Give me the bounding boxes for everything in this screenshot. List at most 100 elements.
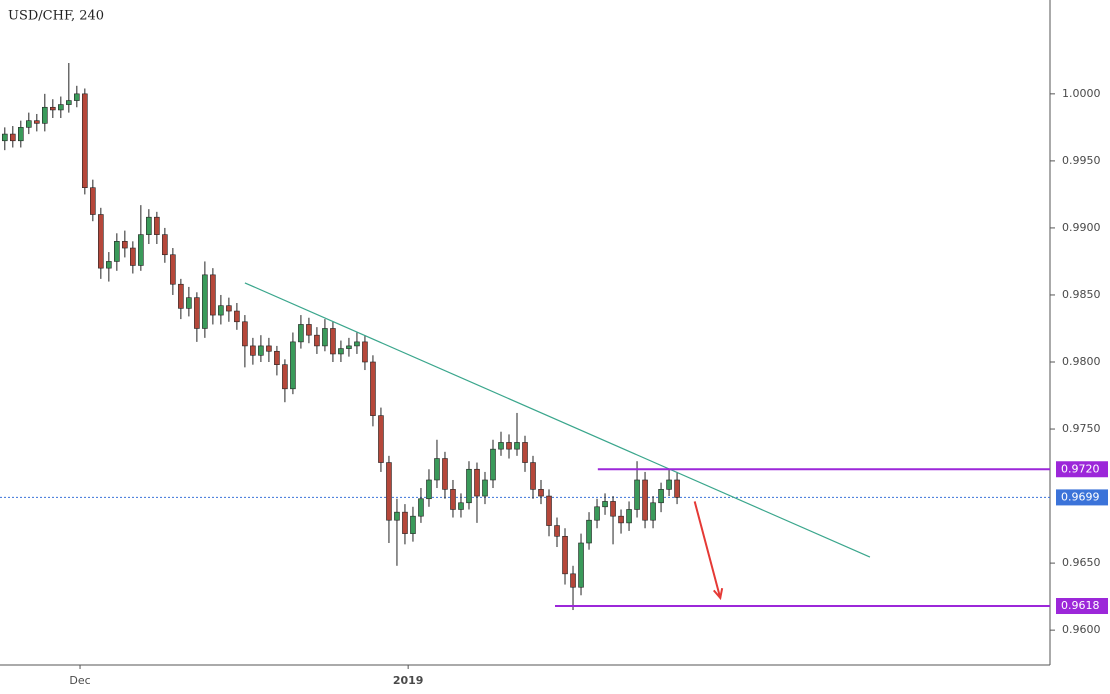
candle-body bbox=[658, 489, 664, 504]
candle-body bbox=[250, 345, 256, 356]
trendline bbox=[244, 282, 871, 558]
candle-body bbox=[386, 462, 392, 521]
candle-body bbox=[554, 525, 560, 537]
candle-body bbox=[674, 479, 680, 498]
candle-body bbox=[602, 501, 608, 508]
candle-body bbox=[130, 247, 136, 266]
y-tick-label: 0.9600 bbox=[1062, 623, 1101, 636]
candle-body bbox=[418, 498, 424, 517]
candle-body bbox=[74, 93, 80, 101]
candle-body bbox=[402, 511, 408, 534]
candle-body bbox=[138, 234, 144, 266]
candle-body bbox=[234, 310, 240, 323]
candle-body bbox=[58, 104, 64, 111]
candle-body bbox=[218, 305, 224, 316]
candle-body bbox=[394, 511, 400, 521]
candle-body bbox=[194, 297, 200, 329]
candle-body bbox=[330, 328, 336, 355]
candle-body bbox=[226, 305, 232, 312]
candle-body bbox=[146, 216, 152, 235]
candle-body bbox=[306, 324, 312, 336]
candle-body bbox=[274, 350, 280, 365]
candle-body bbox=[466, 468, 472, 504]
candle-body bbox=[642, 479, 648, 521]
candle-body bbox=[346, 345, 352, 349]
candle-body bbox=[154, 216, 160, 235]
candle-body bbox=[170, 254, 176, 285]
y-tick-label: 0.9650 bbox=[1062, 556, 1101, 569]
candle-body bbox=[562, 535, 568, 575]
candle-body bbox=[66, 100, 72, 105]
y-tick-label: 0.9800 bbox=[1062, 355, 1101, 368]
candle-body bbox=[546, 495, 552, 526]
candle-body bbox=[290, 341, 296, 390]
candle-body bbox=[362, 341, 368, 363]
y-tick-label: 1.0000 bbox=[1062, 87, 1101, 100]
candle-body bbox=[210, 274, 216, 316]
candle-body bbox=[570, 573, 576, 588]
candle-body bbox=[10, 133, 16, 142]
candle-body bbox=[122, 241, 128, 249]
candle-body bbox=[650, 502, 656, 521]
candle-body bbox=[450, 489, 456, 510]
candle-body bbox=[266, 345, 272, 352]
candle-body bbox=[538, 489, 544, 497]
y-tick-label: 0.9900 bbox=[1062, 221, 1101, 234]
candle-body bbox=[18, 127, 24, 142]
candle-body bbox=[114, 241, 120, 262]
candle-body bbox=[50, 106, 56, 111]
candle-body bbox=[530, 462, 536, 490]
chart-title: USD/CHF, 240 bbox=[8, 9, 104, 24]
candle-body bbox=[474, 468, 480, 497]
candle-body bbox=[322, 328, 328, 347]
arrow-shaft bbox=[693, 501, 722, 599]
level-label: 0.9618 bbox=[1061, 599, 1100, 612]
candle-body bbox=[282, 364, 288, 390]
candle-body bbox=[242, 321, 248, 347]
candle-body bbox=[498, 442, 504, 450]
candle-body bbox=[594, 506, 600, 521]
candle-body bbox=[458, 502, 464, 510]
candle-body bbox=[338, 348, 344, 355]
y-tick-label: 0.9750 bbox=[1062, 422, 1101, 435]
candle-body bbox=[442, 458, 448, 490]
candle-body bbox=[434, 458, 440, 481]
candle-body bbox=[82, 93, 88, 189]
candle-body bbox=[666, 479, 672, 490]
candle-body bbox=[610, 501, 616, 517]
candle-body bbox=[626, 509, 632, 524]
level-label: 0.9720 bbox=[1061, 462, 1100, 475]
y-tick-label: 0.9950 bbox=[1062, 154, 1101, 167]
level-label-box bbox=[1056, 461, 1108, 478]
candle-body bbox=[258, 345, 264, 356]
candle-body bbox=[42, 106, 48, 124]
candle-body bbox=[578, 542, 584, 588]
candle-body bbox=[618, 515, 624, 524]
candle-body bbox=[162, 234, 168, 256]
candle-body bbox=[482, 479, 488, 497]
candle-body bbox=[34, 120, 40, 124]
candle-body bbox=[426, 479, 432, 500]
candle-body bbox=[2, 133, 8, 142]
candle-body bbox=[522, 442, 528, 463]
candle-body bbox=[314, 334, 320, 347]
candle-body bbox=[514, 442, 520, 450]
candle-body bbox=[586, 519, 592, 544]
arrow-head bbox=[713, 587, 724, 601]
candle-body bbox=[90, 187, 96, 215]
candle-body bbox=[298, 324, 304, 343]
candle-body bbox=[202, 274, 208, 329]
candle-body bbox=[506, 442, 512, 450]
candle-body bbox=[186, 297, 192, 309]
candle-body bbox=[354, 341, 360, 347]
candle-body bbox=[98, 214, 104, 269]
candle-body bbox=[634, 479, 640, 510]
last-price-label: 0.9699 bbox=[1061, 490, 1100, 503]
last-price-label-box bbox=[1056, 489, 1108, 506]
x-tick-label: Dec bbox=[69, 674, 90, 687]
candle-body bbox=[490, 448, 496, 481]
level-label-box bbox=[1056, 598, 1108, 615]
candle-body bbox=[106, 261, 112, 269]
